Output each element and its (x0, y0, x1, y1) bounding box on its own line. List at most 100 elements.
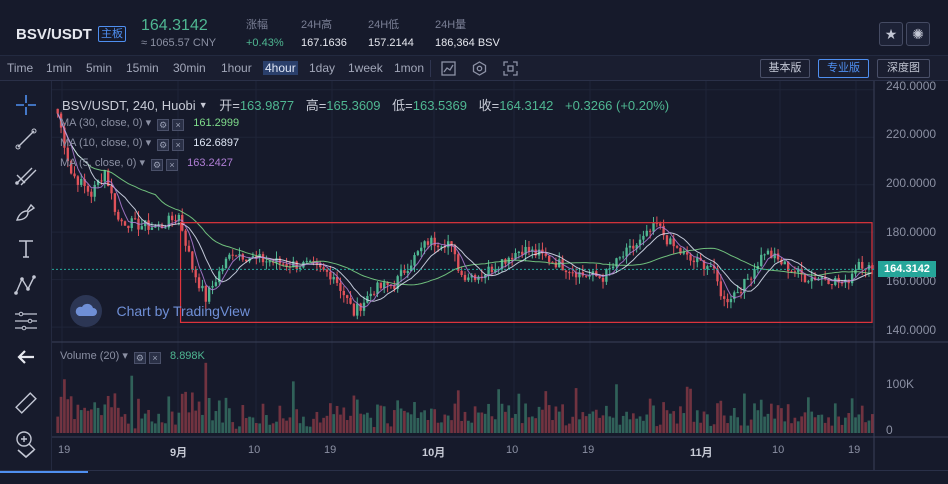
sun-icon[interactable]: ✺ (906, 22, 930, 46)
timeframe-4hour[interactable]: 4hour (263, 61, 298, 75)
trend-line-icon[interactable] (12, 125, 40, 153)
view-pro-button[interactable]: 专业版 (818, 59, 869, 78)
tradingview-watermark[interactable]: Chart by TradingView (70, 295, 250, 327)
volume-tick: 0 (886, 423, 893, 437)
candle-body (211, 285, 214, 288)
chevron-down-icon[interactable] (12, 445, 40, 463)
volume-bar (238, 426, 241, 433)
timeframe-1min[interactable]: 1min (46, 61, 73, 75)
timeframe-1day[interactable]: 1day (309, 61, 336, 75)
volume-bar (150, 421, 154, 433)
drawing-toolbar (0, 81, 52, 484)
candle-body (376, 282, 379, 295)
indicator-ma10[interactable]: MA (10, close, 0) ▾ ⚙ × 162.6897 (60, 137, 240, 151)
timeframe-1hour[interactable]: 1hour (221, 61, 252, 75)
candles-icon[interactable] (440, 60, 457, 77)
volume-bar (83, 407, 86, 433)
settings-icon[interactable]: ⚙ (151, 159, 164, 171)
pair-name[interactable]: BSV/USDT (16, 26, 92, 43)
indicator-value: 163.2427 (187, 157, 234, 169)
volume-bar (692, 421, 696, 433)
indicator-ma30[interactable]: MA (30, close, 0) ▾ ⚙ × 161.2999 (60, 117, 240, 131)
timeframe-5min[interactable]: 5min (86, 61, 113, 75)
candle-body (638, 239, 642, 245)
close-icon[interactable]: × (172, 139, 185, 151)
volume-bar (423, 410, 426, 433)
volume-bar (96, 407, 100, 433)
timeframe-1mon[interactable]: 1mon (394, 61, 425, 75)
ruler-icon[interactable] (12, 389, 40, 417)
volume-bar (426, 419, 430, 433)
candle-body (433, 237, 436, 246)
price-tick: 200.0000 (886, 176, 937, 190)
volume-tick: 100K (886, 377, 915, 391)
volume-bar (93, 402, 97, 433)
stat-value: 157.2144 (368, 37, 414, 49)
text-icon[interactable] (12, 235, 40, 263)
volume-bar (534, 418, 538, 433)
price-chart[interactable]: BSV/USDT, 240, Huobi ▼ 开=163.9877 高=165.3… (52, 81, 948, 484)
stat-24h-volume: 24H量 186,364 BSV (435, 19, 500, 51)
indicator-ma5[interactable]: MA (5, close, 0) ▾ ⚙ × 163.2427 (60, 157, 234, 171)
chart-canvas[interactable] (52, 81, 948, 484)
last-price-tag: 164.3142 (878, 261, 936, 277)
volume-bar (844, 417, 847, 433)
candle-body (258, 254, 261, 258)
candle-body (214, 282, 218, 286)
legend-symbol[interactable]: BSV/USDT, 240, Huobi (62, 98, 196, 113)
volume-bar (594, 409, 598, 433)
view-basic-button[interactable]: 基本版 (760, 59, 810, 78)
settings-icon[interactable]: ⚙ (157, 139, 170, 151)
fib-icon[interactable] (12, 307, 40, 335)
timeframe-15min[interactable]: 15min (126, 61, 159, 75)
candle-body (571, 272, 574, 274)
board-tag: 主板 (98, 26, 126, 42)
close-icon[interactable]: × (148, 352, 161, 364)
volume-bar (318, 422, 322, 433)
volume-bar (739, 425, 743, 433)
volume-indicator[interactable]: Volume (20) ▾ ⚙ × 8.898K (60, 350, 205, 364)
crosshair-icon[interactable] (12, 91, 40, 119)
candle-body (568, 272, 571, 274)
back-arrow-icon[interactable] (12, 343, 40, 371)
candle-body (383, 282, 386, 289)
volume-bar (197, 401, 201, 433)
brush-icon[interactable] (12, 198, 40, 226)
timeframe-time[interactable]: Time (7, 61, 34, 75)
volume-bar (840, 424, 844, 433)
close-icon[interactable]: × (172, 119, 185, 131)
indicators-icon[interactable] (471, 60, 488, 77)
volume-bar (537, 406, 541, 433)
ticker-header: BSV/USDT 主板 164.3142 ≈ 1065.57 CNY 涨幅 +0… (0, 0, 948, 56)
pattern-icon[interactable] (12, 271, 40, 299)
view-depth-button[interactable]: 深度图 (877, 59, 930, 78)
star-icon[interactable]: ★ (879, 22, 903, 46)
candle-body (275, 258, 278, 263)
chevron-down-icon[interactable]: ▼ (198, 100, 208, 110)
volume-bar (453, 403, 457, 433)
volume-bar (110, 407, 113, 433)
volume-bar (100, 415, 103, 433)
candle-body (517, 251, 521, 254)
volume-bar (497, 389, 501, 433)
timeframe-1week[interactable]: 1week (348, 61, 383, 75)
volume-bar (180, 393, 184, 433)
pitchfork-icon[interactable] (12, 161, 40, 189)
price-tick: 180.0000 (886, 225, 937, 239)
volume-bar (63, 379, 66, 433)
settings-icon[interactable]: ⚙ (133, 352, 146, 364)
settings-icon[interactable]: ⚙ (157, 119, 170, 131)
zoom-in-icon[interactable] (12, 427, 40, 455)
legend-open-value: 163.9877 (239, 98, 295, 113)
volume-bar (241, 405, 245, 433)
fullscreen-icon[interactable] (502, 60, 519, 77)
volume-bar (392, 410, 396, 433)
close-icon[interactable]: × (166, 159, 179, 171)
volume-bar (369, 417, 373, 433)
timeframe-30min[interactable]: 30min (173, 61, 206, 75)
candle-body (615, 258, 618, 267)
time-tick: 10 (248, 444, 261, 456)
volume-bar (803, 412, 807, 433)
volume-bar (214, 411, 218, 433)
stat-24h-low: 24H低 157.2144 (368, 19, 414, 51)
